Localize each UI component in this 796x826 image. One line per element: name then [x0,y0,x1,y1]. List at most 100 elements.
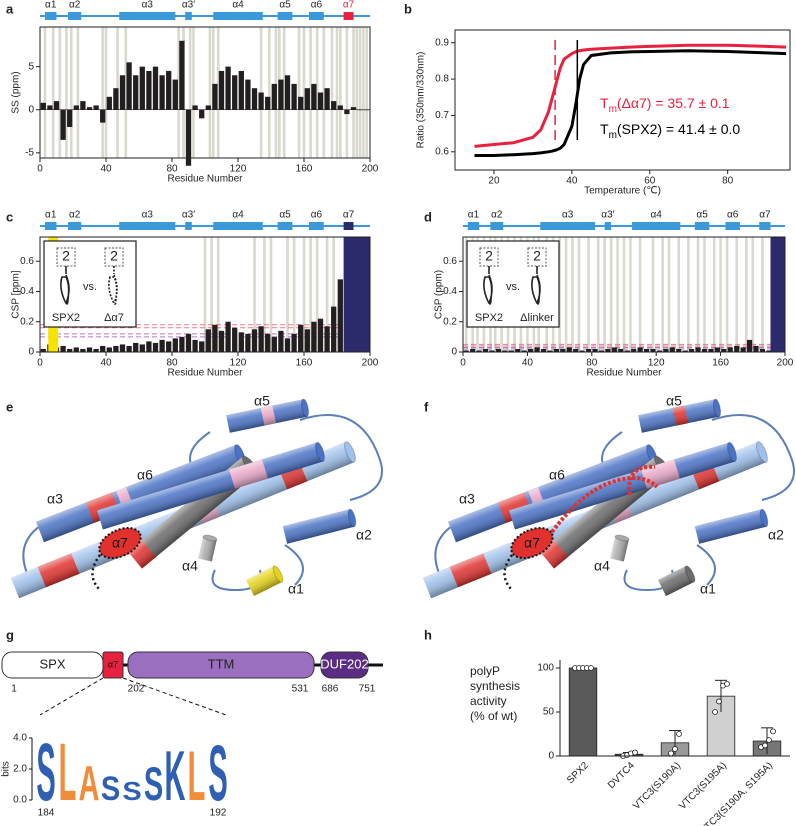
unassigned-band [651,237,655,352]
unassigned-band [338,27,342,158]
bar [218,330,225,352]
unassigned-band [253,237,256,352]
plot-frame [39,26,371,159]
helix-label: α3 [142,0,154,11]
bar [324,88,330,110]
bar [534,347,540,352]
panel-label: h [424,627,432,642]
y-tick-label: 0.8 [435,74,449,85]
unassigned-band [124,27,128,158]
bar [47,105,53,110]
helix-label: α7 [112,535,128,551]
domain-label: α7 [108,659,118,669]
bar [80,101,86,110]
bar [40,102,46,110]
bar [53,101,60,110]
protein-shape [483,266,493,305]
bar [265,96,271,110]
bar [179,336,185,352]
unassigned-band [70,27,73,158]
unassigned-band [703,237,706,352]
helix-cylinder [226,398,310,433]
y-tick-label: 0.2 [20,316,34,327]
helix [604,222,612,230]
helix [213,12,263,20]
plot-frame [462,236,786,353]
y-axis-label: SS (ppm) [11,71,22,113]
tm-text: (SPX2) = 41.4 ± 0.0 [617,121,740,137]
linker-highlight [550,464,659,534]
bar [106,347,112,352]
unassigned-band [188,27,192,158]
bar [676,348,682,352]
y-axis-label: synthesis [470,679,520,693]
unassigned-band [345,27,349,158]
data-point [762,742,768,749]
bar [238,70,244,110]
bar [152,66,159,110]
cylinder-cap [272,565,284,583]
cylinder-shade [657,565,695,597]
linker-dots [91,554,102,591]
unassigned-band [330,27,334,158]
y-axis-label: (% of wt) [470,709,517,723]
helix [490,222,504,230]
unassigned-band [355,27,359,158]
helix-label: α6 [549,467,565,483]
x-tick-label: 0 [37,164,43,175]
cylinder-cap [712,398,722,418]
helix [213,222,263,230]
bar [714,347,720,352]
logo-letter: S [36,727,55,818]
bar [166,341,172,352]
x-tick-label: SPX2 [565,760,591,786]
x-tick-label: 40 [100,358,112,369]
bar [166,70,172,110]
y-tick-label: 0.4 [20,286,34,297]
helix-label: α3 [47,491,63,507]
helix [343,222,354,230]
helix-label: α5 [254,393,270,409]
bar [298,96,304,110]
bar [192,105,198,110]
protein-shape [108,266,118,305]
data-point [716,698,722,705]
data-point [676,731,682,737]
helix [68,12,82,20]
unassigned-band [192,27,195,158]
bar [106,96,112,110]
helix [277,12,293,20]
bar [747,339,753,352]
bar [212,83,218,110]
unassigned-band [210,237,213,352]
domain-box [527,247,547,267]
panel-label: a [6,1,14,16]
unassigned-band [352,27,355,158]
bar [482,348,489,352]
helix-label: α4 [182,558,198,574]
bar [304,88,310,110]
bar [152,342,159,352]
y-tick-label: 0 [28,104,34,115]
bar [86,107,93,110]
bar [317,318,324,352]
cylinder-cap [347,508,357,528]
helix [540,222,596,230]
unassigned-band [577,237,581,352]
x-axis-label: Temperature (℃) [584,186,661,197]
helix [44,12,57,20]
logo-letter: S [101,769,120,808]
x-tick-label: 120 [648,358,665,369]
unassigned-band [51,27,55,158]
x-tick-label: 200 [362,358,379,369]
domain-label: TTM [208,656,235,671]
data-point [724,680,730,687]
helix-label: α1 [700,581,716,597]
bar [618,348,624,352]
data-point [770,728,776,735]
bar [553,348,559,352]
residue-position: 1 [11,684,17,695]
unassigned-band [216,27,220,158]
y-tick-label: 0.6 [20,256,34,267]
bar [304,329,310,352]
